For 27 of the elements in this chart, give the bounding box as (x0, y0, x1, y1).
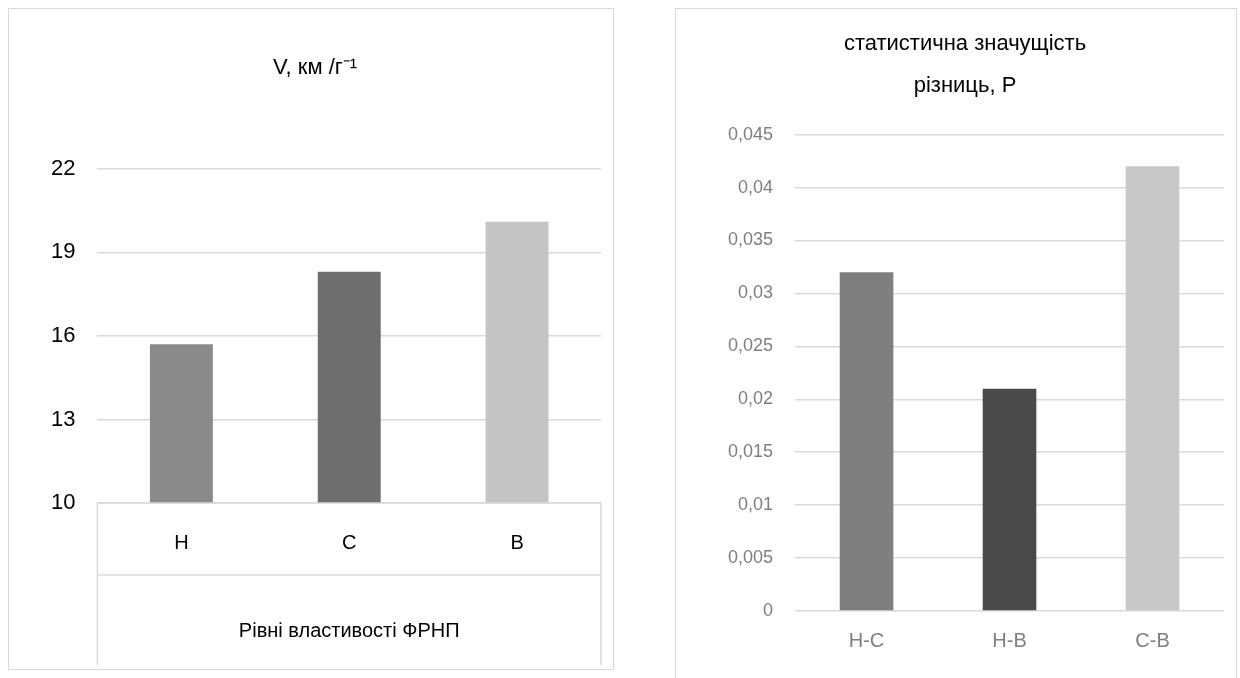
bar (1125, 166, 1180, 611)
x-tick-label: Н-С (848, 628, 885, 651)
bar (839, 272, 894, 611)
y-tick-label: 0,03 (738, 282, 774, 303)
y-tick-label: 0,005 (728, 547, 774, 568)
chart-title: V, км /г⁻¹ (272, 53, 358, 79)
y-tick-label: 0,025 (728, 335, 774, 356)
y-tick-label: 0,01 (738, 494, 774, 515)
x-tick-label: С-В (1135, 628, 1170, 651)
x-axis-title: Рівні властивості ФРНП (238, 618, 460, 641)
y-tick-label: 19 (50, 238, 76, 264)
bar (982, 388, 1037, 611)
y-tick-label: 0,015 (728, 441, 774, 462)
y-tick-label: 10 (50, 489, 76, 515)
y-tick-label: 0,035 (728, 229, 774, 250)
y-tick-label: 16 (50, 321, 76, 347)
y-tick-label: 0,02 (738, 388, 774, 409)
chart-title: статистична значущість різниць, P (843, 29, 1087, 97)
y-tick-label: 0,045 (728, 123, 774, 144)
y-tick-label: 13 (50, 405, 76, 431)
x-tick-label: В (510, 530, 524, 553)
y-tick-label: 0,04 (738, 176, 774, 197)
x-tick-label: Н-В (992, 628, 1027, 651)
y-tick-label: 22 (50, 154, 76, 180)
y-tick-label: 0 (763, 599, 774, 620)
x-tick-label: Н (174, 530, 189, 553)
x-tick-label: С (342, 530, 357, 553)
